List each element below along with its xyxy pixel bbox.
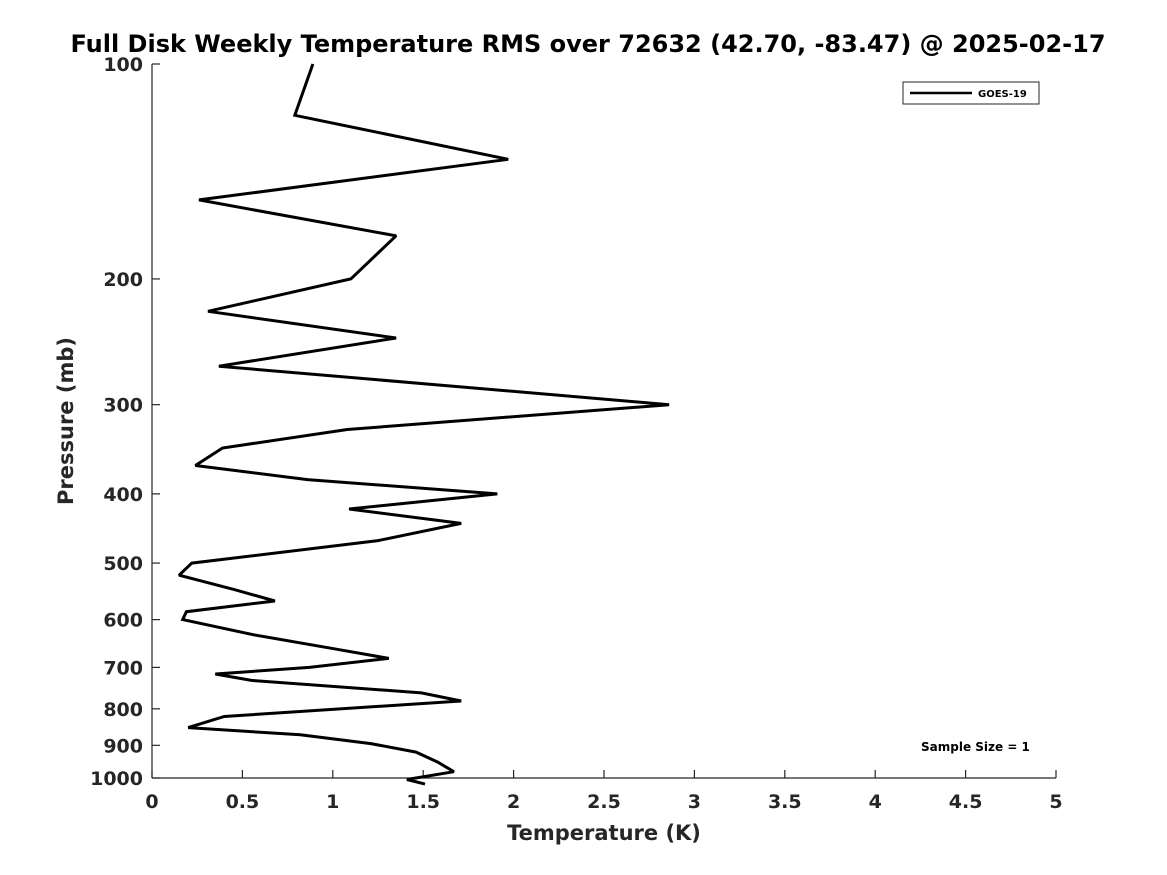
series-line-goes-19 — [178, 63, 670, 786]
x-tick-label: 4.5 — [949, 791, 983, 813]
series-group — [178, 63, 670, 786]
y-tick-label: 900 — [103, 735, 143, 757]
x-tick-label: 2 — [507, 791, 520, 813]
x-tick-label: 5 — [1049, 791, 1062, 813]
x-tick-label: 0 — [145, 791, 158, 813]
x-tick-label: 3 — [688, 791, 701, 813]
y-axis-label: Pressure (mb) — [54, 337, 78, 505]
y-tick-label: 800 — [103, 699, 143, 721]
legend-label-goes-19: GOES-19 — [978, 89, 1027, 100]
x-tick-label: 1 — [326, 791, 339, 813]
chart-title: Full Disk Weekly Temperature RMS over 72… — [70, 30, 1105, 58]
y-tick-label: 300 — [103, 395, 143, 417]
y-tick-label: 1000 — [90, 768, 143, 790]
y-tick-label: 700 — [103, 657, 143, 679]
x-tick-label: 4 — [869, 791, 882, 813]
y-tick-label: 200 — [103, 269, 143, 291]
x-tick-label: 2.5 — [587, 791, 621, 813]
y-tick-label: 600 — [103, 610, 143, 632]
sample-size-annotation: Sample Size = 1 — [921, 740, 1030, 754]
x-tick-label: 0.5 — [226, 791, 260, 813]
x-axis-label: Temperature (K) — [507, 821, 701, 845]
legend: GOES-19 — [902, 81, 1040, 105]
y-ticks: 100 200 300 400 500 600 700 800 900 1000 — [90, 54, 160, 790]
y-tick-label: 100 — [103, 54, 143, 76]
x-ticks: 0 0.5 1 1.5 2 2.5 3 3.5 4 4.5 5 — [145, 770, 1063, 813]
y-tick-label: 500 — [103, 553, 143, 575]
x-tick-label: 3.5 — [768, 791, 802, 813]
x-tick-label: 1.5 — [406, 791, 440, 813]
y-tick-label: 400 — [103, 484, 143, 506]
